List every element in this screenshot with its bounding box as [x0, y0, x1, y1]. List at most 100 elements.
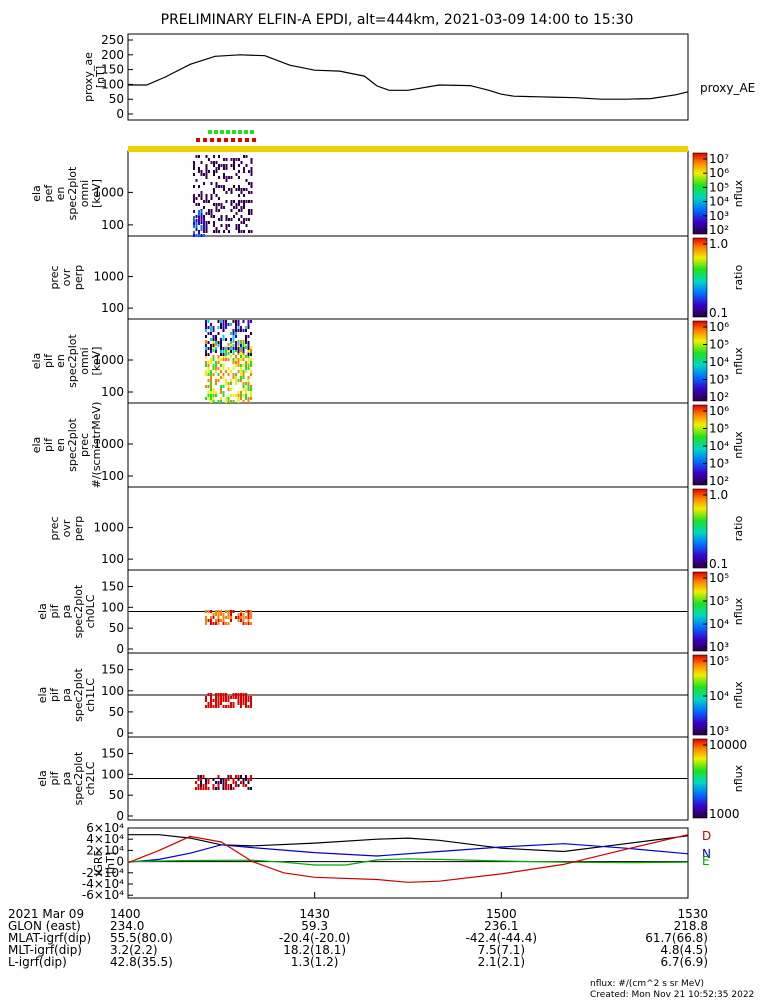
pa-ch0-pixel — [225, 610, 227, 613]
colorbar-tick-label: 10² — [709, 474, 729, 488]
pef-spectrogram-pixel — [200, 197, 203, 200]
pa-ch1-pixel — [210, 699, 212, 702]
pif-spectrogram-pixel — [205, 370, 207, 373]
pa-ch1-pixel — [205, 696, 207, 699]
pa-ch2-pixel — [227, 775, 230, 778]
pif-spectrogram-pixel — [220, 397, 222, 400]
pif-spectrogram-pixel — [250, 320, 252, 323]
pif-spectrogram-pixel — [235, 382, 237, 385]
colorbar-tick-label: 10⁵ — [709, 594, 729, 608]
pa-ch0-pixel — [222, 613, 225, 616]
pif-spectrogram-pixel — [225, 379, 227, 382]
pif-spectrogram-pixel — [245, 361, 247, 364]
pa-ch0-pixel — [227, 610, 230, 613]
pif-spectrogram-pixel — [210, 397, 212, 400]
pa-ch2-pixel — [222, 784, 225, 787]
pif-spectrogram-pixel — [245, 397, 247, 400]
pef-spectrogram-pixel — [225, 191, 228, 194]
pa-ch0-pixel — [247, 619, 250, 622]
pef-spectrogram-pixel — [210, 161, 213, 164]
pa-ch1-pixel — [230, 702, 232, 705]
pa-ch2-pixel — [212, 778, 215, 781]
pif-spectrogram-pixel — [207, 364, 210, 367]
y-tick-label: 50 — [109, 705, 124, 719]
pa-ch2-pixel — [235, 781, 237, 784]
y-tick-label: 150 — [101, 747, 124, 761]
pif-spectrogram-pixel — [240, 391, 242, 394]
pif-spectrogram-pixel — [240, 340, 242, 343]
pif-spectrogram-pixel — [212, 400, 215, 403]
pif-spectrogram-pixel — [240, 352, 242, 355]
y-tick-label: 100 — [101, 552, 124, 566]
colorbar-tick-label: 10³ — [709, 640, 729, 654]
y-tick-label: 200 — [101, 48, 124, 62]
pef-spectrogram-pixel — [233, 158, 235, 161]
pef-spectrogram-pixel — [220, 218, 223, 221]
colorbar-label: nflux — [732, 681, 745, 709]
pa-ch1-pixel — [217, 693, 220, 696]
pif-spectrogram-pixel — [247, 367, 250, 370]
pif-spectrogram-pixel — [242, 343, 245, 346]
pef-spectrogram-pixel — [195, 197, 198, 200]
pa-ch0-pixel — [212, 622, 215, 625]
pif-spectrogram-pixel — [240, 344, 242, 347]
pef-spectrogram-pixel — [220, 185, 223, 188]
pif-spectrogram-pixel — [237, 379, 240, 382]
pef-spectrogram-pixel — [198, 170, 200, 173]
pa-ch1-pixel — [232, 702, 235, 705]
pa-ch1-pixel — [210, 702, 212, 705]
pef-spectrogram-pixel — [240, 191, 243, 194]
pef-spectrogram-pixel — [228, 176, 230, 179]
pif-spectrogram-pixel — [240, 358, 242, 361]
pif-spectrogram-pixel — [230, 370, 232, 373]
pa-ch0-pixel — [220, 613, 222, 616]
pa-ch0-pixel — [225, 616, 227, 619]
y-tick-label: 100 — [101, 684, 124, 698]
pif-spectrogram-pixel — [225, 397, 227, 400]
pif-spectrogram-pixel — [250, 391, 252, 394]
pif-spectrogram-pixel — [232, 347, 235, 350]
pef-spectrogram-pixel — [205, 221, 208, 224]
pif-spectrogram-pixel — [227, 400, 230, 403]
pif-spectrogram-pixel — [210, 326, 212, 329]
pif-spectrogram-pixel — [220, 341, 222, 344]
pef-spectrogram-pixel — [203, 215, 205, 218]
pif-spectrogram-pixel — [210, 382, 212, 385]
pif-spectrogram-pixel — [222, 376, 225, 379]
pef-spectrogram-pixel — [208, 221, 210, 224]
pif-spectrogram-pixel — [205, 361, 207, 364]
pif-spectrogram-pixel — [227, 323, 230, 326]
pa-ch2-pixel — [197, 787, 200, 790]
pef-spectrogram-pixel — [193, 167, 195, 170]
x-row-value: 7.5(7.1) — [478, 943, 526, 957]
pa-ch0-pixel — [250, 622, 252, 625]
pa-ch0-pixel — [242, 619, 245, 622]
pef-spectrogram-pixel — [248, 191, 250, 194]
panel-9-ylabel: IGRF [nT] — [92, 850, 117, 876]
pa-ch0-pixel — [230, 610, 232, 613]
pa-ch2-pixel — [200, 778, 202, 781]
pef-spectrogram-pixel — [245, 224, 248, 227]
pef-spectrogram-pixel — [198, 155, 200, 158]
ylabel-line: pif — [48, 770, 61, 785]
pef-spectrogram-pixel — [250, 167, 253, 170]
pef-spectrogram-pixel — [208, 200, 210, 203]
y-tick-label: 100 — [101, 600, 124, 614]
pef-spectrogram-pixel — [203, 234, 205, 237]
pef-spectrogram-pixel — [213, 170, 215, 173]
pif-spectrogram-pixel — [235, 376, 237, 379]
pif-spectrogram-pixel — [215, 382, 217, 385]
colorbar-label: nflux — [732, 347, 745, 375]
pa-ch1-pixel — [217, 699, 220, 702]
pif-spectrogram-pixel — [247, 335, 250, 338]
pif-spectrogram-pixel — [240, 347, 242, 350]
ylabel-line: #/(scm²strMeV) — [90, 402, 103, 489]
pif-spectrogram-pixel — [247, 400, 250, 403]
pif-spectrogram-pixel — [247, 323, 250, 326]
pif-spectrogram-pixel — [235, 373, 237, 376]
pif-spectrogram-pixel — [232, 344, 235, 347]
pef-spectrogram-pixel — [218, 218, 220, 221]
pef-spectrogram-pixel — [213, 173, 215, 176]
pef-spectrogram-pixel — [193, 200, 195, 203]
series-legend-N: N — [702, 847, 711, 861]
